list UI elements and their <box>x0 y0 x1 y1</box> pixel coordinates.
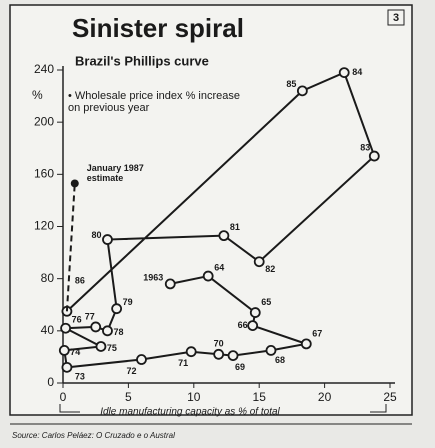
point <box>227 350 239 362</box>
y-tick-label: 40 <box>41 323 55 337</box>
point-label: 80 <box>91 230 101 240</box>
legend-label: Wholesale price index % increase on prev… <box>68 90 241 114</box>
point <box>253 256 265 268</box>
y-tick-label: 160 <box>34 167 54 181</box>
x-tick-label: 20 <box>318 390 332 404</box>
point-label: 73 <box>75 372 85 382</box>
point <box>202 270 214 282</box>
point-label: 83 <box>360 142 370 152</box>
badge: 3 <box>393 12 399 24</box>
point-label: 82 <box>265 264 275 274</box>
point <box>213 348 225 360</box>
badge-box <box>387 9 405 26</box>
point-label: 85 <box>286 79 296 89</box>
point-label: 75 <box>107 343 117 353</box>
point <box>265 344 277 356</box>
point <box>102 234 113 245</box>
point-label: 84 <box>352 67 362 77</box>
point-label: 72 <box>126 366 136 376</box>
x-tick-label: 0 <box>60 390 67 404</box>
point <box>102 325 113 337</box>
x-tick-label: 10 <box>187 390 201 404</box>
point <box>368 150 380 162</box>
point-label: 69 <box>235 362 245 372</box>
annotation: January 1987 estimate <box>86 163 144 184</box>
point-label: 78 <box>113 327 123 337</box>
chart-title: Sinister spiral <box>72 13 244 43</box>
y-tick-label: 120 <box>34 219 54 233</box>
y-tick-label: 0 <box>47 375 54 389</box>
y-tick-label: 240 <box>34 62 54 76</box>
x-tick-label: 5 <box>125 390 132 404</box>
point <box>300 338 312 350</box>
line <box>61 71 376 369</box>
y-tick-label: 200 <box>34 114 54 128</box>
point <box>58 344 70 356</box>
point-label: 64 <box>214 262 224 272</box>
annotation-box: January 1987 estimate <box>86 163 144 184</box>
point <box>247 320 259 332</box>
point <box>338 67 350 79</box>
x-label-bracket <box>59 404 387 413</box>
chart-subtitle: Brazil's Phillips curve <box>75 53 209 68</box>
point-label: 77 <box>85 311 95 321</box>
point-label: 68 <box>275 355 285 365</box>
point <box>136 354 147 365</box>
estimate-point <box>70 179 79 188</box>
point <box>185 346 197 358</box>
point-label: 1963 <box>143 272 163 282</box>
point-label: 81 <box>230 222 240 232</box>
x-axis-label: Idle manufacturing capacity as % of tota… <box>100 407 280 418</box>
source: Source: Carlos Peláez: O Cruzado e o Aus… <box>12 431 175 440</box>
y-unit: % <box>32 88 43 102</box>
point <box>164 278 176 290</box>
point-label: 65 <box>261 297 271 307</box>
point <box>218 230 230 242</box>
point <box>61 361 73 373</box>
point <box>249 307 261 318</box>
point-label: 71 <box>178 358 188 368</box>
point <box>111 303 123 315</box>
point <box>95 341 107 352</box>
point-label: 86 <box>75 276 85 286</box>
point <box>60 322 72 334</box>
point <box>296 85 308 97</box>
estimate-connector <box>65 183 76 312</box>
legend: • Wholesale price index % increase on pr… <box>68 90 241 114</box>
point <box>90 321 102 333</box>
point-label: 67 <box>312 328 322 338</box>
point-label: 66 <box>238 320 248 330</box>
x-tick-label: 25 <box>383 390 397 404</box>
point-label: 70 <box>214 339 224 349</box>
point-label: 79 <box>123 297 133 307</box>
point-label: 74 <box>70 347 80 357</box>
x-tick-label: 15 <box>253 390 267 404</box>
point-label: 76 <box>72 315 82 325</box>
y-tick-label: 80 <box>41 271 55 285</box>
